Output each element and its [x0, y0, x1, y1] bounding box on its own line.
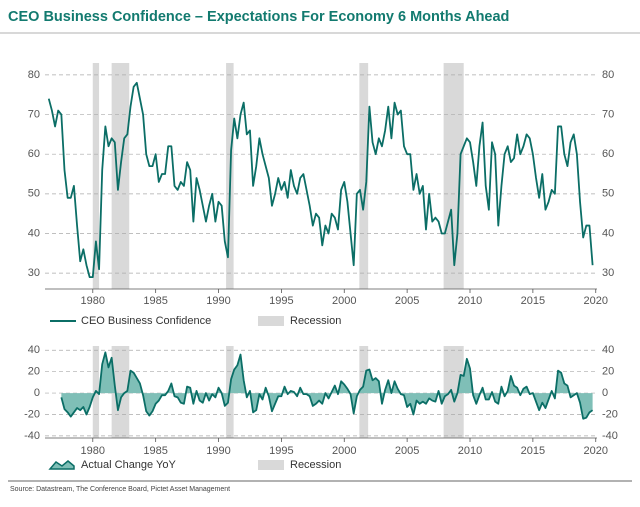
y-tick-label: -40: [24, 430, 40, 442]
x-tick-label: 1990: [206, 445, 230, 457]
recession-band: [111, 346, 130, 438]
legend-label: Recession: [290, 315, 341, 327]
series-line: [60, 351, 594, 420]
x-tick-label: 2015: [521, 295, 545, 307]
x-tick-label: 2010: [458, 295, 482, 307]
x-tick-label: 2005: [395, 445, 419, 457]
legend-swatch: [48, 460, 75, 470]
x-tick-label: 2010: [458, 445, 482, 457]
x-tick-label: 2020: [584, 295, 608, 307]
legend-swatch: [258, 460, 284, 470]
y2-tick-label: 40: [602, 227, 614, 239]
y-tick-label: 70: [28, 108, 40, 120]
y-tick-label: 30: [28, 267, 40, 279]
y-tick-label: -20: [24, 408, 40, 420]
x-tick-label: 2000: [332, 295, 356, 307]
y2-tick-label: 50: [602, 188, 614, 200]
x-tick-label: 2000: [332, 445, 356, 457]
legend-label: Recession: [290, 459, 341, 471]
y-tick-label: 20: [28, 366, 40, 378]
x-tick-label: 1985: [143, 295, 167, 307]
y2-tick-label: 60: [602, 148, 614, 160]
y2-tick-label: -40: [602, 430, 618, 442]
series-line: [47, 81, 594, 279]
y-tick-label: 0: [34, 387, 40, 399]
y2-tick-label: -20: [602, 408, 618, 420]
y2-tick-label: 0: [602, 387, 608, 399]
y2-tick-label: 40: [602, 344, 614, 356]
chart-title: CEO Business Confidence – Expectations F…: [8, 9, 509, 25]
y-tick-label: 60: [28, 148, 40, 160]
x-tick-label: 2005: [395, 295, 419, 307]
x-tick-label: 1990: [206, 295, 230, 307]
x-tick-label: 2015: [521, 445, 545, 457]
recession-band: [92, 63, 100, 289]
y-tick-label: 40: [28, 344, 40, 356]
x-tick-label: 1995: [269, 295, 293, 307]
x-tick-label: 1985: [143, 445, 167, 457]
recession-band: [359, 63, 369, 289]
recession-band: [443, 63, 464, 289]
legend-swatch: [258, 316, 284, 326]
recession-band: [111, 63, 130, 289]
y2-tick-label: 80: [602, 69, 614, 81]
x-tick-label: 2020: [584, 445, 608, 457]
y-tick-label: 80: [28, 69, 40, 81]
recession-band: [443, 346, 464, 438]
x-tick-label: 1980: [81, 445, 105, 457]
y2-tick-label: 20: [602, 366, 614, 378]
source: Source: Datastream, The Conference Board…: [10, 486, 230, 493]
y2-tick-label: 30: [602, 267, 614, 279]
y-tick-label: 50: [28, 188, 40, 200]
legend-label: Actual Change YoY: [81, 459, 176, 471]
y2-tick-label: 70: [602, 108, 614, 120]
x-tick-label: 1980: [81, 295, 105, 307]
y-tick-label: 40: [28, 227, 40, 239]
legend-label: CEO Business Confidence: [81, 315, 211, 327]
x-tick-label: 1995: [269, 445, 293, 457]
